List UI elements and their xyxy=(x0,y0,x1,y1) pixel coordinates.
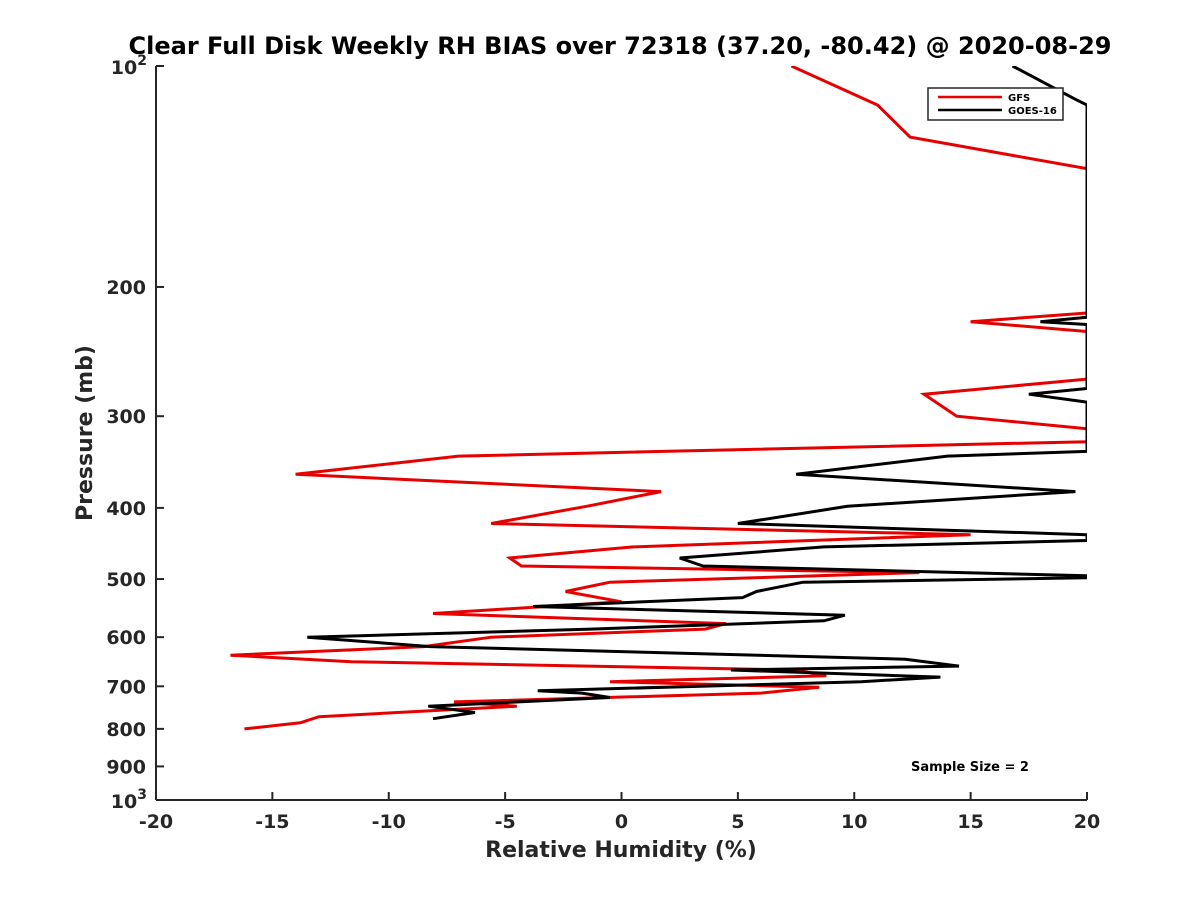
x-tick-label: -5 xyxy=(495,811,516,833)
y-tick-label: 800 xyxy=(106,719,146,741)
series-line-gfs xyxy=(230,66,1087,731)
legend-label-goes16: GOES-16 xyxy=(1008,106,1057,117)
x-tick-label: -20 xyxy=(139,811,173,833)
legend-box xyxy=(927,87,1064,121)
legend-label-gfs: GFS xyxy=(1008,93,1030,104)
x-tick-label: 20 xyxy=(1074,811,1100,833)
series-line-goes16 xyxy=(307,66,1087,721)
x-tick-label: -15 xyxy=(255,811,289,833)
y-tick-label: 300 xyxy=(106,406,146,428)
x-tick-label: 0 xyxy=(615,811,628,833)
x-tick-label: 10 xyxy=(841,811,867,833)
y-tick-label-power: 102 xyxy=(111,53,147,79)
y-tick-label: 600 xyxy=(106,627,146,649)
y-tick-label-power: 103 xyxy=(111,787,147,813)
y-tick-label: 200 xyxy=(106,277,146,299)
sample-size-annotation: Sample Size = 2 xyxy=(911,760,1029,775)
y-axis-label: Pressure (mb) xyxy=(73,345,98,521)
y-tick-label: 400 xyxy=(106,498,146,520)
x-axis-ticks: -20 -15 -10 -5 0 5 10 15 20 xyxy=(139,792,1100,833)
plot-area xyxy=(230,66,1087,731)
x-tick-label: 15 xyxy=(957,811,983,833)
y-tick-label: 700 xyxy=(106,676,146,698)
x-tick-label: 5 xyxy=(731,811,744,833)
chart-title: Clear Full Disk Weekly RH BIAS over 7231… xyxy=(129,32,1112,60)
y-axis-ticks: 102 200 300 400 500 600 700 800 900 103 xyxy=(106,53,164,813)
x-axis-label: Relative Humidity (%) xyxy=(485,838,757,863)
y-tick-label: 900 xyxy=(106,756,146,778)
legend: GFS GOES-16 xyxy=(927,87,1064,121)
x-tick-label: -10 xyxy=(372,811,406,833)
y-tick-label: 500 xyxy=(106,569,146,591)
